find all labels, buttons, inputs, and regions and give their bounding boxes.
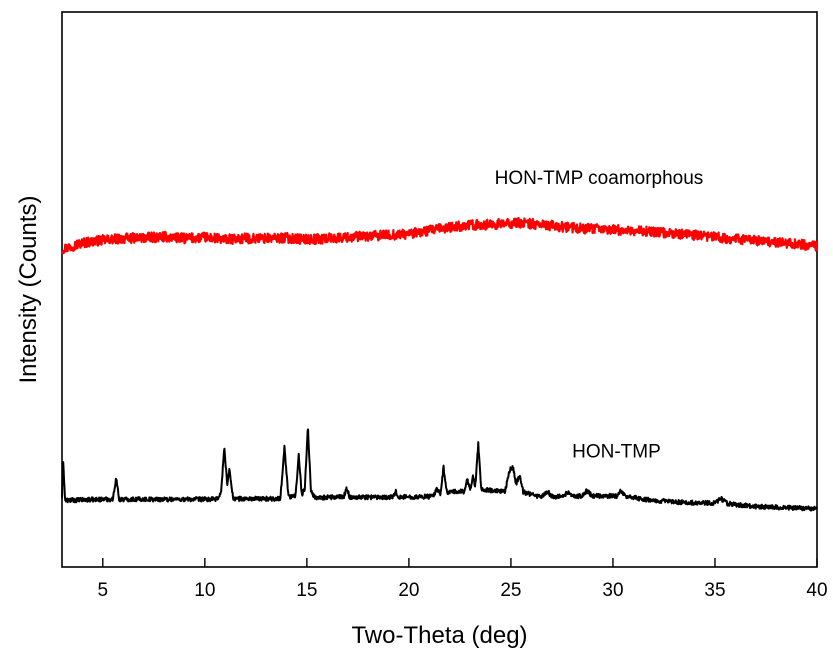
x-tick-label: 30 — [602, 580, 623, 601]
series-line — [60, 217, 819, 255]
x-axis-title: Two-Theta (deg) — [351, 622, 527, 649]
x-tick-label: 35 — [704, 580, 725, 601]
x-tick-label: 40 — [806, 580, 827, 601]
series-layer — [60, 217, 819, 512]
x-axis-ticks: 5 10 15 20 25 30 35 40 — [98, 558, 828, 601]
x-tick-label: 25 — [500, 580, 521, 601]
x-tick-label: 10 — [194, 580, 215, 601]
series-label: HON-TMP — [572, 442, 661, 463]
x-tick-label: 15 — [296, 580, 317, 601]
series-line — [61, 428, 818, 512]
series-label: HON-TMP coamorphous — [495, 168, 704, 189]
x-tick-label: 20 — [398, 580, 419, 601]
plot-frame — [61, 11, 818, 568]
series-labels: HON-TMP coamorphous HON-TMP — [495, 168, 704, 463]
x-tick-label: 5 — [98, 580, 109, 601]
y-axis-title: Intensity (Counts) — [15, 195, 42, 383]
